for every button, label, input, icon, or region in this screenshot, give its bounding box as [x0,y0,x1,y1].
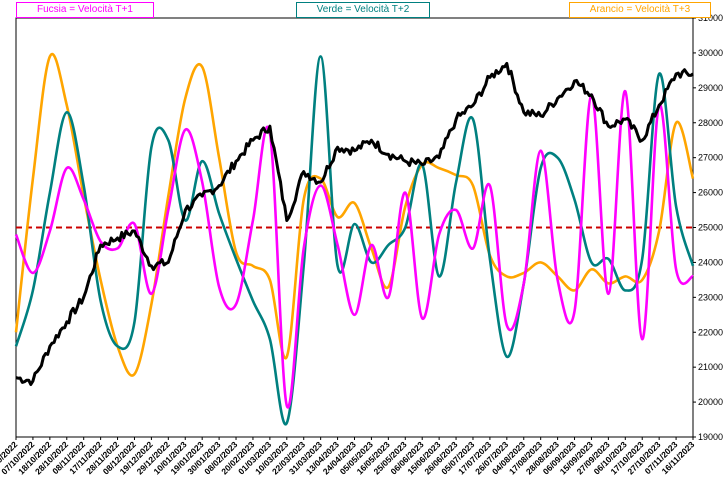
price-line [15,61,694,386]
y-tick-label: 29000 [698,83,723,93]
y-tick-label: 27000 [698,153,723,163]
y-tick-label: 31000 [698,13,723,23]
legend-item-fucsia: Fucsia = Velocità T+1 [16,2,154,18]
series-line-2 [14,52,695,377]
y-tick-label: 28000 [698,118,723,128]
y-tick-label: 24000 [698,257,723,267]
y-tick-label: 19000 [698,432,723,442]
y-tick-label: 25000 [698,223,723,233]
y-tick-label: 23000 [698,292,723,302]
y-tick-label: 20000 [698,397,723,407]
y-tick-label: 21000 [698,362,723,372]
legend-item-arancio: Arancio = Velocità T+3 [569,2,711,18]
series-line-0 [14,89,695,409]
y-tick-label: 30000 [698,48,723,58]
y-tick-label: 22000 [698,327,723,337]
legend-item-verde: Verde = Velocità T+2 [296,2,430,18]
series-line-1 [14,55,695,426]
y-tick-label: 26000 [698,188,723,198]
